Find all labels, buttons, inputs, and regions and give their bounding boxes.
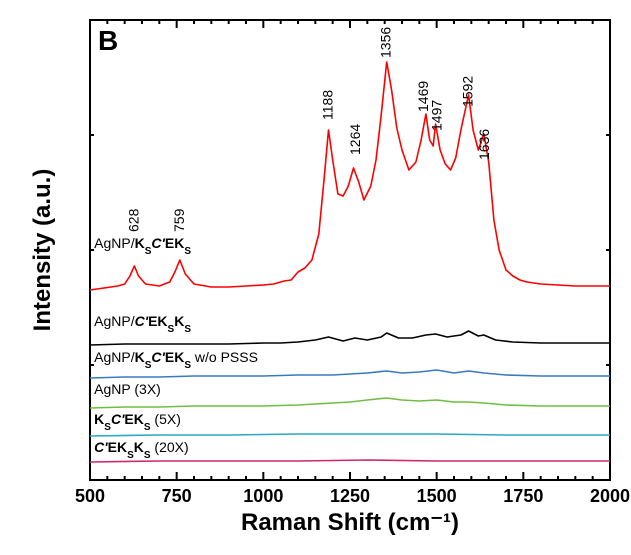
spectrum-ceksks-20x	[90, 460, 610, 462]
x-tick-label: 500	[75, 486, 105, 506]
y-axis-label: Intensity (a.u.)	[29, 169, 56, 332]
x-axis-label: Raman Shift (cm⁻¹)	[241, 509, 459, 536]
x-tick-label: 1250	[330, 486, 370, 506]
series-label-agnp-ksceks-wo-psss: AgNP/KSC'EKS w/o PSSS	[94, 349, 258, 371]
spectrum-agnp-ksceks	[90, 62, 610, 290]
x-tick-label: 1000	[243, 486, 283, 506]
peak-label-1497: 1497	[429, 100, 445, 131]
spectrum-ksceks-5x	[90, 434, 610, 436]
series-label-agnp-3x: AgNP (3X)	[94, 381, 161, 397]
peak-label-759: 759	[171, 208, 187, 232]
raman-chart: 500 750 1000 1250 1500 1750 2000 Raman Shift (c…	[0, 0, 631, 555]
series-label-agnp-ksceks: AgNP/KSC'EKS	[94, 235, 191, 257]
x-tick-label: 750	[162, 486, 192, 506]
spectrum-agnp-ksceks-wo-psss	[90, 370, 610, 378]
spectrum-agnp-3x	[90, 398, 610, 408]
panel-label: B	[98, 25, 118, 56]
x-tick-label: 1750	[503, 486, 543, 506]
peak-label-1188: 1188	[320, 90, 336, 120]
peak-label-1356: 1356	[378, 27, 394, 58]
peak-label-1636: 1636	[476, 129, 492, 160]
x-tick-label: 2000	[590, 486, 630, 506]
series-label-ksceks-5x: KSC'EKS (5X)	[94, 411, 181, 433]
series-label-ceksks-20x: C'EKSKS (20X)	[94, 439, 189, 461]
peak-label-1264: 1264	[347, 124, 363, 155]
chart-svg: 500 750 1000 1250 1500 1750 2000 Raman Shift (c…	[0, 0, 631, 555]
x-tick-label: 1500	[417, 486, 457, 506]
series-label-agnp-ceksks: AgNP/C'EKSKS	[94, 313, 191, 335]
peak-label-628: 628	[125, 208, 141, 232]
peak-label-1592: 1592	[460, 76, 476, 107]
